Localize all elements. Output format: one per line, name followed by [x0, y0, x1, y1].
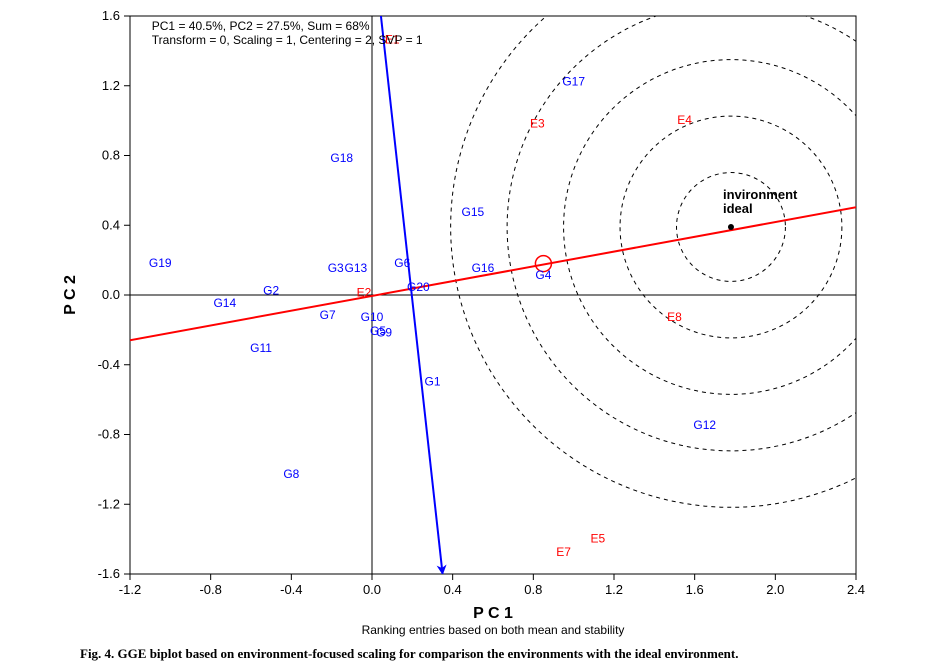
- genotype-label: G9: [376, 326, 392, 340]
- environment-label: E5: [591, 531, 606, 545]
- x-tick-label: 2.0: [766, 582, 784, 597]
- x-tick-label: 1.2: [605, 582, 623, 597]
- y-tick-label: 0.8: [102, 148, 120, 163]
- ideal-circle: [451, 0, 926, 507]
- genotype-label: G2: [263, 284, 279, 298]
- genotype-label: G3: [328, 261, 344, 275]
- genotype-label: G10: [361, 310, 384, 324]
- x-tick-label: -1.2: [119, 582, 141, 597]
- concentric-circles: [451, 0, 926, 507]
- ideal-circle: [507, 3, 926, 451]
- genotype-label: G14: [213, 296, 236, 310]
- genotype-label: G12: [693, 418, 716, 432]
- genotype-label: G1: [424, 374, 440, 388]
- genotype-label: G19: [149, 256, 172, 270]
- y-tick-label: 0.0: [102, 287, 120, 302]
- y-tick-label: -0.4: [98, 357, 120, 372]
- genotype-label: G7: [320, 308, 336, 322]
- genotype-label: G17: [562, 74, 585, 88]
- figure-container: { "figure": { "width": 926, "height": 66…: [0, 0, 926, 669]
- environment-label: E7: [556, 545, 571, 559]
- plot-subtitle: Ranking entries based on both mean and s…: [362, 623, 625, 637]
- x-tick-label: 0.0: [363, 582, 381, 597]
- environment-label: E8: [667, 310, 682, 324]
- genotype-label: G16: [472, 261, 495, 275]
- x-tick-label: -0.4: [280, 582, 302, 597]
- environment-label: E3: [530, 116, 545, 130]
- y-axis-label: P C 2: [62, 275, 79, 315]
- y-tick-label: 0.4: [102, 217, 120, 232]
- mean-axis-line: [120, 204, 872, 342]
- pc-summary-line1: PC1 = 40.5%, PC2 = 27.5%, Sum = 68%: [152, 19, 370, 33]
- pc-summary-line2: Transform = 0, Scaling = 1, Centering = …: [152, 33, 423, 47]
- y-tick-label: -0.8: [98, 427, 120, 442]
- genotype-label: G20: [407, 280, 430, 294]
- y-tick-label: 1.2: [102, 78, 120, 93]
- genotype-label: G15: [461, 205, 484, 219]
- ideal-point-label: invironmentideal: [723, 187, 798, 216]
- environment-label: E4: [677, 113, 692, 127]
- ideal-point-dot: [728, 224, 734, 230]
- genotype-label: G4: [535, 268, 551, 282]
- x-tick-label: 0.4: [444, 582, 462, 597]
- x-tick-label: 1.6: [686, 582, 704, 597]
- figure-caption: Fig. 4. GGE biplot based on environment-…: [80, 646, 900, 662]
- x-tick-label: 0.8: [524, 582, 542, 597]
- biplot-svg: -1.2-0.8-0.40.00.40.81.21.62.02.4-1.6-1.…: [0, 0, 926, 669]
- genotype-label: G18: [330, 151, 353, 165]
- x-axis-label: P C 1: [473, 605, 513, 622]
- environment-label: E2: [357, 285, 372, 299]
- x-tick-label: -0.8: [199, 582, 221, 597]
- y-tick-label: -1.6: [98, 566, 120, 581]
- genotype-label: G11: [250, 341, 272, 355]
- y-tick-label: -1.2: [98, 496, 120, 511]
- y-tick-label: 1.6: [102, 8, 120, 23]
- genotype-label: G6: [394, 256, 410, 270]
- genotype-label: G8: [283, 467, 299, 481]
- genotype-label: G13: [345, 261, 368, 275]
- x-tick-label: 2.4: [847, 582, 865, 597]
